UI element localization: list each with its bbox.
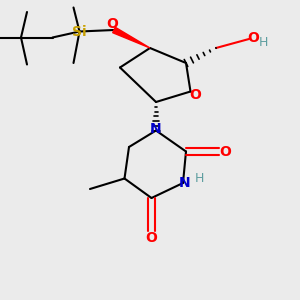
Text: O: O <box>146 232 158 245</box>
Text: H: H <box>259 35 268 49</box>
Text: O: O <box>106 17 119 31</box>
Text: N: N <box>150 122 162 136</box>
Text: O: O <box>220 145 232 158</box>
Text: O: O <box>189 88 201 102</box>
Text: Si: Si <box>72 25 87 38</box>
Text: H: H <box>195 172 204 185</box>
Polygon shape <box>113 27 150 48</box>
Text: O: O <box>248 31 260 44</box>
Text: N: N <box>179 176 190 190</box>
